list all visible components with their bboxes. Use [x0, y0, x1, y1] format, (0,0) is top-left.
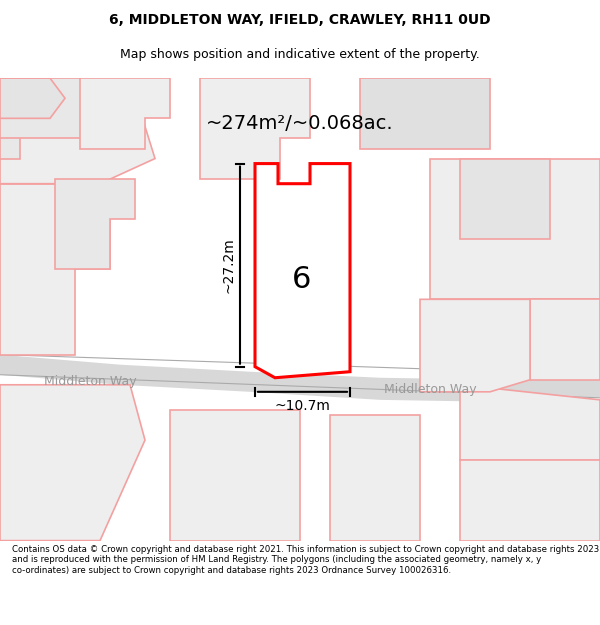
Polygon shape [80, 78, 170, 149]
Polygon shape [0, 354, 600, 402]
Text: Middleton Way: Middleton Way [383, 383, 476, 396]
Text: Middleton Way: Middleton Way [44, 375, 136, 388]
Polygon shape [330, 415, 420, 541]
Text: 6, MIDDLETON WAY, IFIELD, CRAWLEY, RH11 0UD: 6, MIDDLETON WAY, IFIELD, CRAWLEY, RH11 … [109, 12, 491, 26]
Polygon shape [530, 299, 600, 380]
Text: Contains OS data © Crown copyright and database right 2021. This information is : Contains OS data © Crown copyright and d… [12, 545, 599, 574]
Text: 6: 6 [292, 265, 311, 294]
Polygon shape [420, 299, 530, 392]
Polygon shape [360, 78, 490, 149]
Text: ~10.7m: ~10.7m [275, 399, 331, 413]
Text: Map shows position and indicative extent of the property.: Map shows position and indicative extent… [120, 48, 480, 61]
Polygon shape [0, 385, 145, 541]
Polygon shape [0, 78, 155, 184]
Polygon shape [55, 179, 135, 269]
Text: ~274m²/~0.068ac.: ~274m²/~0.068ac. [206, 114, 394, 133]
Polygon shape [460, 159, 550, 239]
Polygon shape [0, 78, 85, 139]
Polygon shape [170, 410, 300, 541]
Polygon shape [0, 78, 20, 159]
Polygon shape [200, 78, 310, 179]
Polygon shape [0, 184, 110, 354]
Polygon shape [255, 164, 350, 378]
Polygon shape [460, 385, 600, 460]
Text: ~27.2m: ~27.2m [221, 238, 235, 293]
Polygon shape [0, 78, 65, 118]
Polygon shape [460, 460, 600, 541]
Polygon shape [430, 159, 600, 299]
